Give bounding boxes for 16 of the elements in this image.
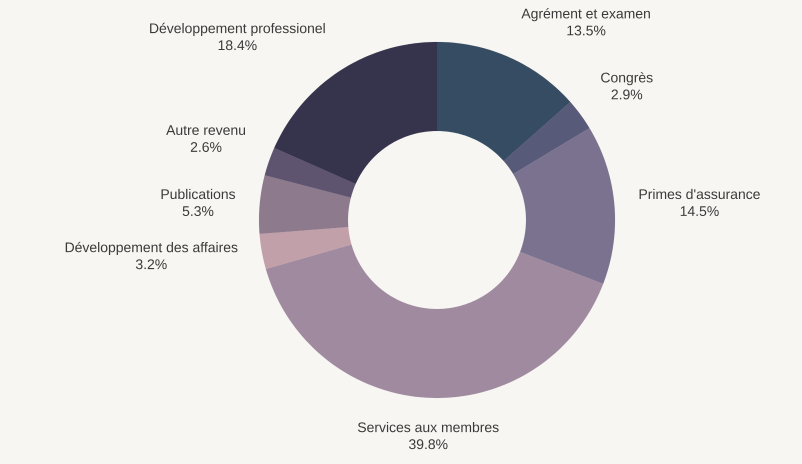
slice-label: Développement des affaires [66,242,238,256]
slice-label: Autre revenu [166,125,246,136]
slice-label: Développement professionel [150,22,325,36]
slice-label: Congrès [601,72,653,86]
data-label: 2.9% [612,90,642,100]
data-label: 2.6% [190,142,222,152]
slice-label: Agrément et examen [521,8,650,22]
slice-label: Services aux membres [358,422,499,432]
data-label: 18.4% [218,40,257,50]
data-label: 13.5% [567,26,606,36]
data-label: 39.8% [408,439,448,450]
data-label: 14.5% [680,206,719,216]
data-label: 5.3% [182,206,214,216]
data-label: 3.2% [136,259,167,270]
slice-label: Primes d'assurance [640,188,760,200]
slice-label: Publications [162,188,236,200]
